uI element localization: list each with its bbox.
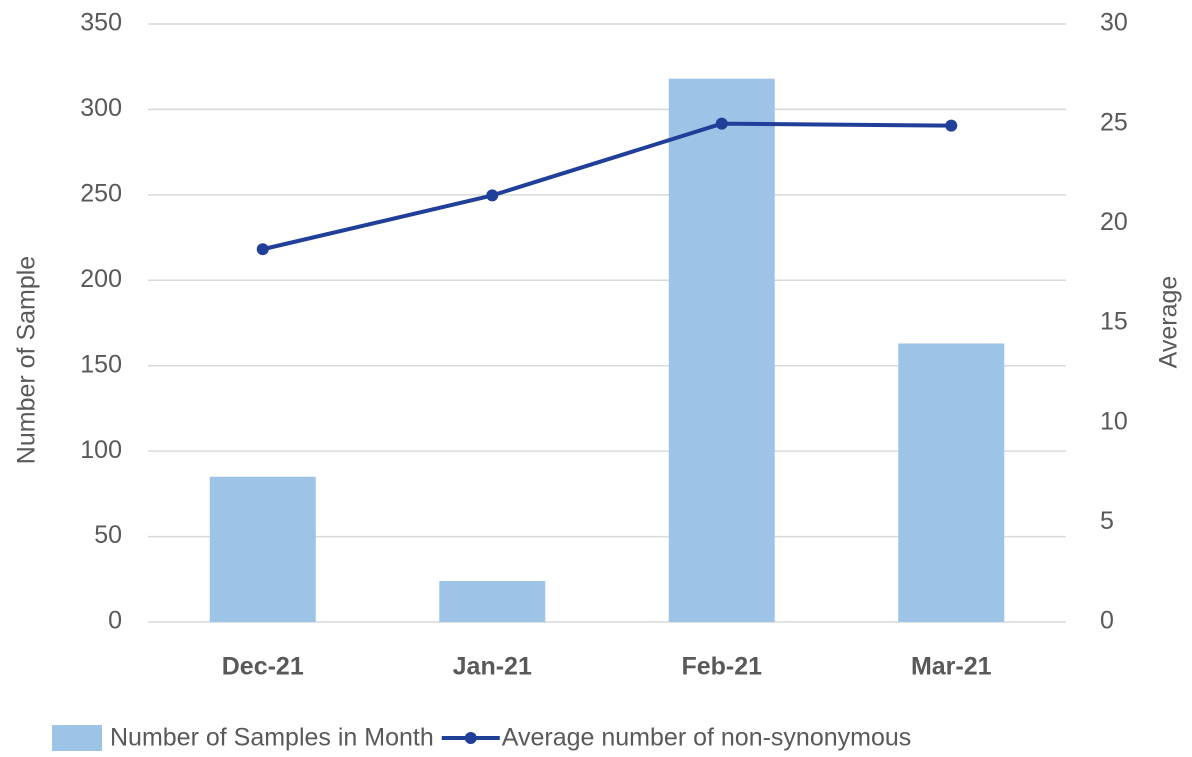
marker bbox=[486, 189, 499, 202]
bar bbox=[898, 343, 1005, 622]
bar bbox=[439, 580, 546, 622]
y-tick-label: 300 bbox=[80, 94, 122, 122]
legend-label: Number of Samples in Month bbox=[110, 724, 434, 752]
bar bbox=[209, 476, 316, 622]
legend-label: Average number of non-synonymous bbox=[502, 724, 912, 752]
x-tick-label: Dec-21 bbox=[222, 653, 304, 681]
y2-axis-label: Average bbox=[1155, 276, 1183, 369]
y-tick-label: 50 bbox=[94, 521, 122, 549]
x-tick-label: Jan-21 bbox=[453, 653, 532, 681]
legend-swatch bbox=[52, 725, 102, 751]
y2-tick-label: 20 bbox=[1100, 208, 1128, 236]
y2-tick-label: 5 bbox=[1100, 507, 1114, 535]
line bbox=[262, 121, 952, 252]
x-tick-label: Mar-21 bbox=[911, 653, 992, 681]
y-tick-label: 0 bbox=[108, 607, 122, 635]
marker bbox=[945, 119, 958, 132]
marker bbox=[715, 117, 728, 130]
y2-tick-label: 25 bbox=[1100, 108, 1128, 136]
marker bbox=[256, 243, 269, 256]
x-tick-label: Feb-21 bbox=[681, 653, 762, 681]
y-tick-label: 150 bbox=[80, 350, 122, 378]
y2-tick-label: 15 bbox=[1100, 308, 1128, 336]
y-tick-label: 250 bbox=[80, 179, 122, 207]
y-tick-label: 200 bbox=[80, 265, 122, 293]
y2-tick-label: 0 bbox=[1100, 607, 1114, 635]
bar bbox=[668, 78, 775, 622]
y2-tick-label: 10 bbox=[1100, 407, 1128, 435]
y-tick-label: 350 bbox=[80, 9, 122, 37]
y-axis-label: Number of Sample bbox=[13, 256, 41, 464]
y2-tick-label: 30 bbox=[1100, 9, 1128, 37]
y-tick-label: 100 bbox=[80, 436, 122, 464]
legend-swatch bbox=[464, 732, 477, 744]
